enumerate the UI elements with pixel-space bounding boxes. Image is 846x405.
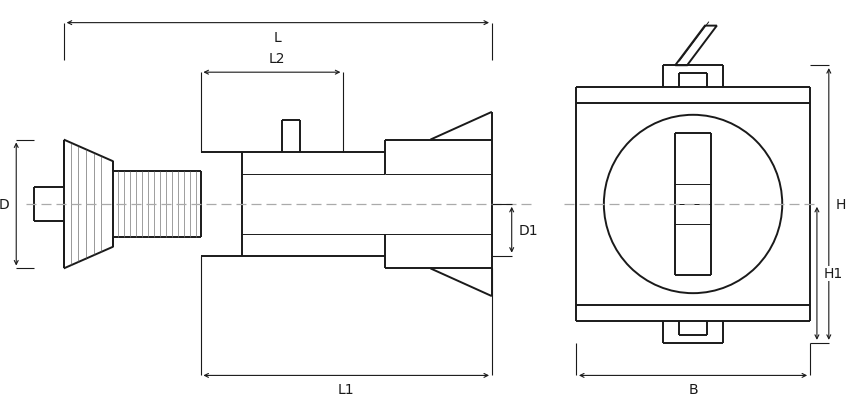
Text: H1: H1 (824, 266, 843, 281)
Text: L2: L2 (268, 52, 285, 66)
Text: B: B (689, 382, 698, 396)
Text: L1: L1 (338, 382, 354, 396)
Text: L: L (274, 30, 282, 45)
Text: D: D (0, 198, 9, 211)
Text: D1: D1 (519, 223, 538, 237)
Text: H: H (836, 198, 846, 211)
